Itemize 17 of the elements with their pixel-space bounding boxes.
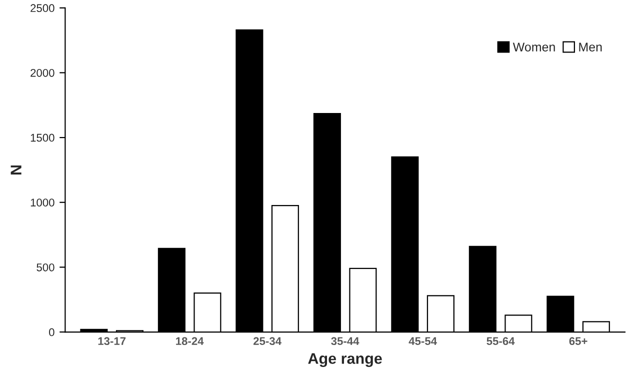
y-axis-title: N [10, 165, 22, 174]
x-axis-title: Age range [308, 353, 382, 368]
x-tick-label: 18-24 [176, 337, 204, 346]
y-tick-label: 1000 [30, 198, 54, 206]
x-tick-label: 55-64 [486, 337, 515, 346]
x-tick-label: 65+ [569, 337, 588, 346]
y-tick-label: 2000 [30, 68, 54, 77]
legend-label: Women [512, 42, 555, 52]
y-tick-label: 1500 [30, 134, 54, 142]
x-tick-label: 13-17 [98, 337, 126, 346]
y-tick-label: 0 [49, 328, 54, 336]
x-tick-label: 35-44 [331, 337, 360, 346]
y-tick-label: 2500 [30, 4, 54, 12]
x-tick-label: 45-54 [408, 337, 437, 346]
x-tick-label: 25-34 [253, 337, 282, 346]
legend-label: Men [579, 42, 602, 52]
y-tick-label: 500 [36, 263, 54, 272]
